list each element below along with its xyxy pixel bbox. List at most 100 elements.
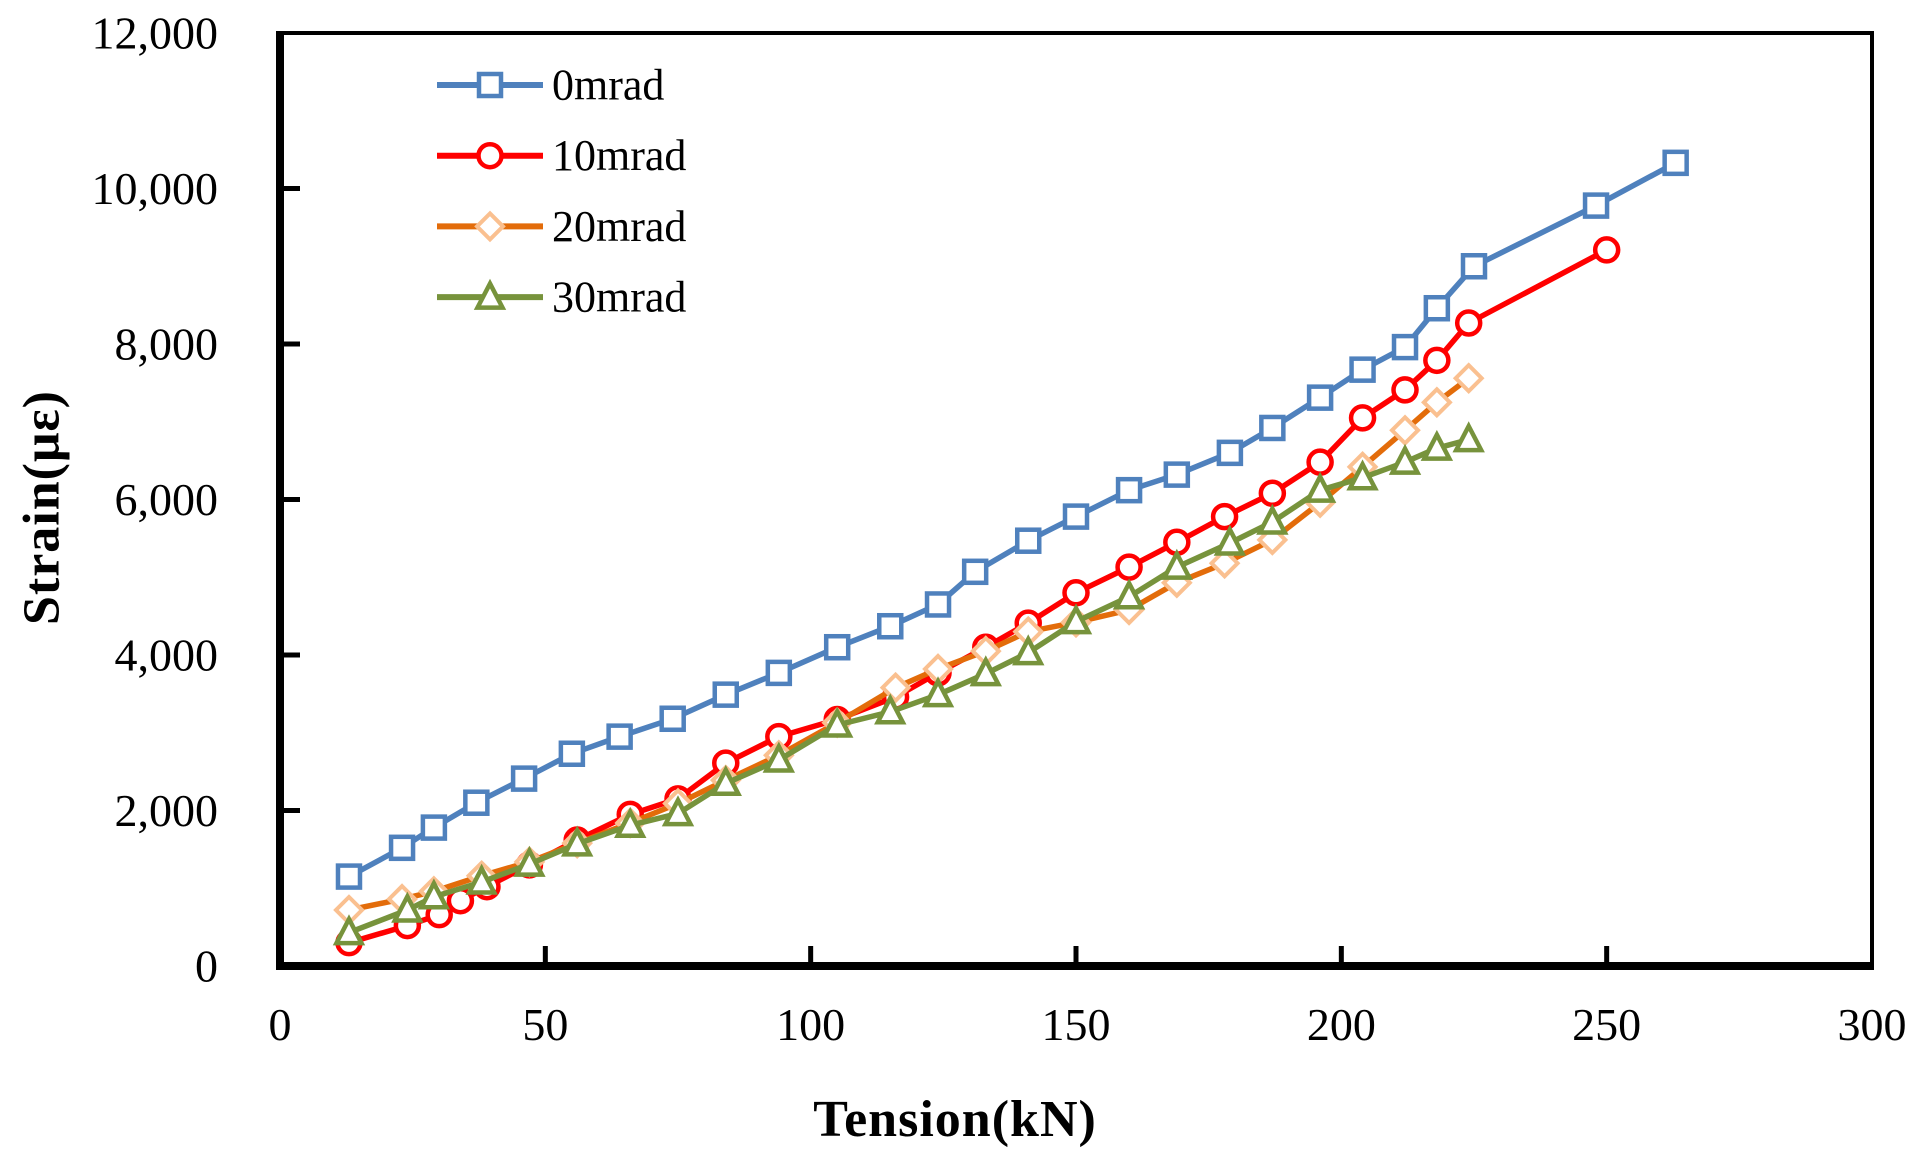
- triangle-marker: [465, 863, 498, 895]
- triangle-marker: [1303, 471, 1337, 503]
- square-marker: [1062, 503, 1090, 530]
- square-marker: [388, 834, 416, 862]
- x-tick-label: 300: [1838, 999, 1907, 1050]
- legend-item-10mrad: 10mrad: [437, 131, 686, 180]
- circle-marker: [1391, 376, 1419, 404]
- square-marker: [1460, 253, 1488, 280]
- square-marker: [1423, 294, 1451, 322]
- legend-label: 20mrad: [552, 202, 686, 251]
- plot-border: [278, 31, 1874, 968]
- square-marker: [712, 681, 740, 708]
- legend: 0mrad 10mrad 20mrad 30mrad: [437, 61, 686, 322]
- triangle-marker: [969, 655, 1002, 687]
- x-axis-ticks: [542, 946, 1610, 966]
- triangle-marker: [560, 825, 594, 857]
- diamond-marker: [474, 210, 506, 243]
- triangle-marker: [1160, 548, 1194, 580]
- square-marker: [961, 558, 989, 586]
- diamond-marker: [1452, 362, 1485, 395]
- square-marker: [1014, 527, 1042, 554]
- triangle-marker: [473, 278, 507, 310]
- y-tick-labels: 0 2,000 4,000 6,000 8,000 10,000 12,000: [92, 8, 219, 992]
- diamond-marker: [879, 671, 912, 704]
- square-marker: [606, 723, 633, 750]
- square-marker: [1306, 384, 1334, 411]
- triangle-marker: [709, 764, 742, 797]
- triangle-marker: [614, 806, 647, 839]
- y-axis-title: Strain(με): [13, 390, 71, 626]
- triangle-marker: [1213, 524, 1247, 556]
- circle-marker: [1454, 309, 1483, 337]
- y-axis-ticks: [280, 186, 300, 813]
- x-tick-label: 50: [522, 999, 568, 1050]
- legend-label: 10mrad: [552, 131, 686, 180]
- x-tick-label: 250: [1572, 999, 1641, 1050]
- legend-item-30mrad: 30mrad: [437, 273, 686, 322]
- circle-marker: [1306, 448, 1334, 476]
- triangle-marker: [332, 914, 366, 946]
- square-marker: [510, 765, 538, 792]
- diamond-marker: [1389, 414, 1421, 447]
- triangle-marker: [921, 676, 955, 708]
- triangle-marker: [391, 891, 424, 923]
- triangle-marker: [1256, 503, 1289, 535]
- circle-marker: [1115, 553, 1143, 581]
- square-marker: [335, 863, 363, 890]
- triangle-marker: [513, 845, 546, 877]
- square-marker: [1216, 439, 1244, 467]
- triangle-marker: [874, 693, 907, 725]
- square-marker: [1115, 476, 1143, 504]
- triangle-marker: [1059, 603, 1093, 635]
- square-marker: [463, 789, 490, 816]
- circle-marker: [1210, 502, 1239, 531]
- circle-marker: [1592, 236, 1621, 264]
- legend-label: 30mrad: [552, 273, 686, 322]
- x-tick-label: 100: [776, 999, 845, 1050]
- series-line: [348, 376, 1471, 913]
- y-tick-label: 8,000: [115, 319, 219, 370]
- circle-marker: [1423, 346, 1451, 375]
- circle-marker: [1062, 579, 1090, 607]
- series-0mrad: [335, 149, 1689, 890]
- y-tick-label: 10,000: [92, 163, 219, 214]
- y-tick-label: 0: [195, 941, 218, 992]
- square-marker: [476, 71, 504, 99]
- legend-item-0mrad: 0mrad: [437, 61, 664, 110]
- square-marker: [1582, 192, 1610, 219]
- triangle-marker: [820, 706, 854, 738]
- x-tick-label: 150: [1042, 999, 1111, 1050]
- triangle-marker: [417, 878, 451, 910]
- triangle-marker: [762, 741, 796, 773]
- square-marker: [558, 740, 586, 767]
- legend-label: 0mrad: [552, 61, 664, 110]
- circle-marker: [1258, 479, 1287, 508]
- circle-marker: [1348, 404, 1377, 432]
- square-marker: [1662, 149, 1689, 177]
- x-tick-label: 0: [269, 999, 292, 1050]
- triangle-marker: [1012, 634, 1045, 666]
- y-tick-label: 4,000: [115, 630, 219, 681]
- square-marker: [1391, 333, 1419, 361]
- square-marker: [823, 633, 851, 661]
- triangle-marker: [1388, 443, 1422, 475]
- square-marker: [1349, 356, 1376, 383]
- series-30mrad: [332, 421, 1485, 946]
- square-marker: [765, 659, 793, 687]
- triangle-marker: [1346, 459, 1379, 491]
- triangle-marker: [1112, 578, 1146, 610]
- square-marker: [1163, 461, 1191, 488]
- triangle-marker: [1420, 429, 1454, 461]
- square-marker: [1259, 414, 1286, 442]
- series-20mrad: [333, 362, 1485, 926]
- diamond-marker: [1421, 386, 1453, 419]
- square-marker: [924, 591, 952, 618]
- x-axis-title: Tension(kN): [813, 1091, 1097, 1148]
- square-marker: [659, 705, 686, 733]
- legend-item-20mrad: 20mrad: [437, 202, 686, 251]
- square-marker: [420, 814, 448, 841]
- x-tick-label: 200: [1307, 999, 1376, 1050]
- triangle-marker: [1452, 421, 1485, 453]
- y-tick-label: 6,000: [115, 474, 219, 525]
